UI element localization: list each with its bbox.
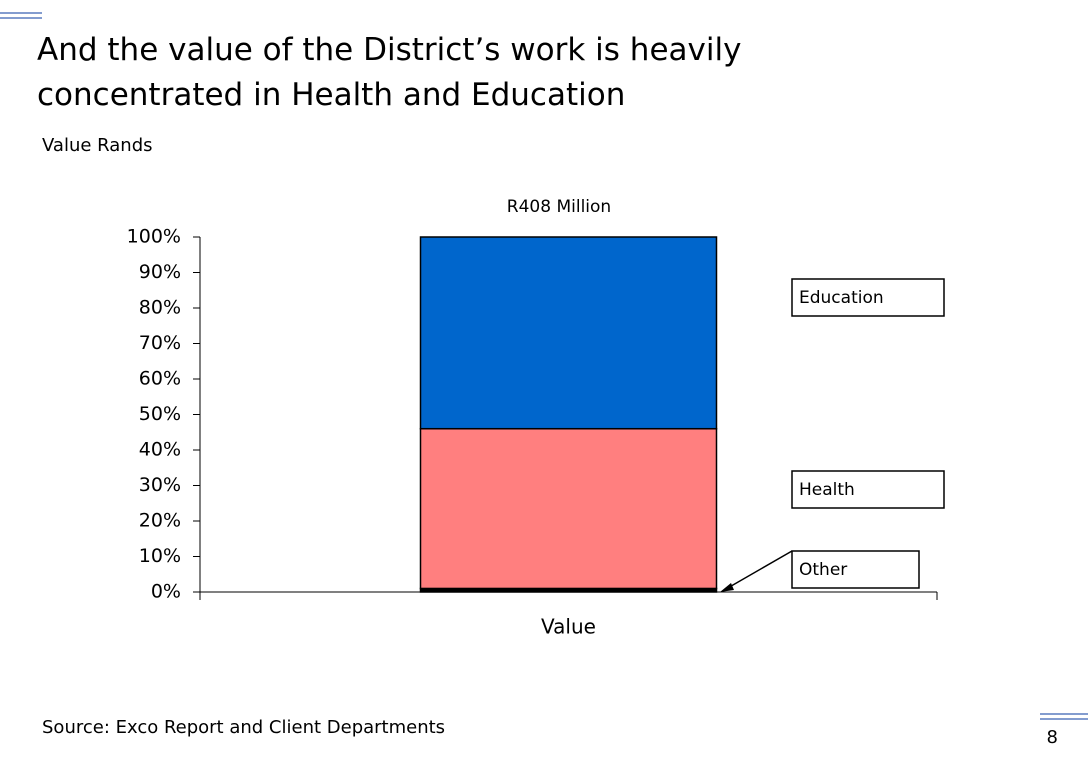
y-tick-label: 60% [139, 368, 181, 390]
legend-box [791, 550, 920, 589]
legend-box [791, 470, 945, 509]
page-number: 8 [1047, 727, 1058, 748]
legend-label: Education [799, 288, 884, 308]
y-tick-label: 0% [151, 581, 181, 603]
y-tick-label: 40% [139, 439, 181, 461]
legend-box [791, 278, 945, 317]
legend-label: Other [799, 560, 847, 580]
y-tick-label: 10% [139, 545, 181, 567]
annotation: R408 Million [507, 197, 611, 217]
y-tick-label: 80% [139, 297, 181, 319]
y-tick-label: 90% [139, 261, 181, 283]
slide-title: And the value of the District’s work is … [37, 32, 742, 113]
y-tick-label: 100% [127, 226, 181, 248]
callout-arrowhead [720, 583, 734, 592]
y-tick-label: 70% [139, 332, 181, 354]
y-tick-label: 20% [139, 510, 181, 532]
bar-segment [419, 236, 718, 430]
y-tick-label: 50% [139, 403, 181, 425]
subtitle: Value Rands [42, 135, 153, 156]
bar-segment [419, 427, 718, 590]
callout-line [725, 550, 793, 590]
y-tick-label: 30% [139, 474, 181, 496]
source: Source: Exco Report and Client Departmen… [42, 717, 445, 738]
legend-label: Health [799, 480, 855, 500]
x-tick-label: Value [541, 615, 596, 639]
